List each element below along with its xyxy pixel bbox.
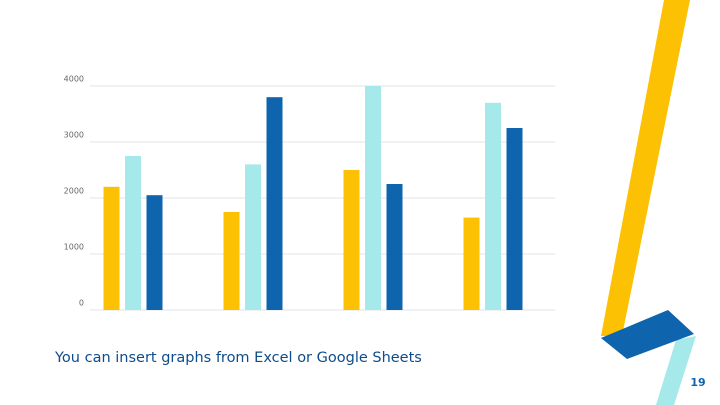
yellow-stripe: [601, 0, 690, 336]
page-number: 19: [690, 376, 705, 389]
bar: [343, 170, 360, 310]
bar: [146, 195, 163, 310]
chart: 0 1000 2000 3000 4000: [64, 75, 555, 311]
bar: [485, 102, 501, 310]
y-tick-label: 4000: [64, 75, 84, 84]
bar: [506, 128, 523, 310]
bar: [245, 164, 261, 310]
y-tick-label: 2000: [64, 187, 84, 196]
y-tick-label: 3000: [64, 131, 84, 140]
y-tick-label: 1000: [64, 243, 84, 252]
cyan-stripe: [656, 336, 696, 405]
bar: [266, 97, 283, 310]
bar: [365, 86, 381, 310]
bar: [463, 217, 480, 310]
bar: [223, 212, 240, 310]
blue-shape: [601, 310, 694, 359]
y-tick-label: 0: [79, 299, 84, 308]
caption: You can insert graphs from Excel or Goog…: [54, 350, 422, 366]
bar: [103, 186, 120, 310]
bar: [125, 156, 141, 310]
bar: [386, 184, 403, 310]
